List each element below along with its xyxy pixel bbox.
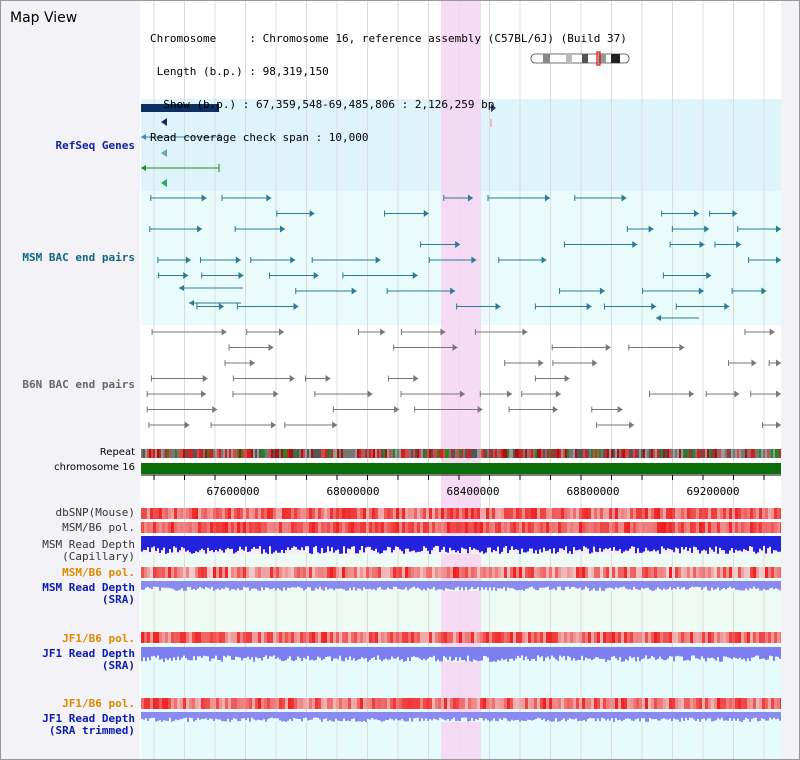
info-line: Show (b.p.) : 67,359,548-69,485,806 : 2,… bbox=[150, 98, 495, 111]
axis-tick-label: 68000000 bbox=[327, 485, 380, 498]
axis-tick-label: 68400000 bbox=[447, 485, 500, 498]
jf1-read-depth-sra bbox=[141, 647, 781, 662]
dbsnp-track bbox=[141, 508, 781, 519]
msm-read-depth-sra bbox=[141, 581, 781, 591]
track-label-msm-bac[interactable]: MSM BAC end pairs bbox=[22, 251, 135, 264]
msm-bac-features[interactable] bbox=[149, 194, 781, 322]
chromosome-bar[interactable] bbox=[141, 463, 781, 474]
info-line: Length (b.p.) : 98,319,150 bbox=[150, 65, 329, 78]
chromosome-ideogram-icon[interactable] bbox=[530, 51, 630, 66]
track-label-jf1-b6-pol[interactable]: JF1/B6 pol. bbox=[62, 632, 135, 645]
jf1-read-depth-sra-trimmed bbox=[141, 712, 781, 722]
info-line: Chromosome : Chromosome 16, reference as… bbox=[150, 32, 627, 45]
track-label-msm-depth-sra[interactable]: MSM Read Depth (SRA) bbox=[42, 581, 135, 606]
track-label-repeat: Repeat bbox=[99, 447, 135, 458]
track-label-dbsnp[interactable]: dbSNP(Mouse) bbox=[55, 506, 135, 519]
track-label-b6n-bac[interactable]: B6N BAC end pairs bbox=[22, 378, 135, 391]
track-label-jf1-depth-sra[interactable]: JF1 Read Depth (SRA) bbox=[42, 647, 135, 672]
track-label-column bbox=[1, 1, 140, 759]
msm-read-depth-capillary bbox=[141, 536, 781, 554]
track-label-jf1-depth-trim[interactable]: JF1 Read Depth (SRA trimmed) bbox=[42, 712, 135, 737]
msm-b6-pol-track-2 bbox=[141, 567, 781, 578]
axis-tick-label: 69200000 bbox=[687, 485, 740, 498]
jf1-b6-pol-track bbox=[141, 632, 781, 643]
track-label-jf1-b6-pol-2[interactable]: JF1/B6 pol. bbox=[62, 697, 135, 710]
track-label-chromosome: chromosome 16 bbox=[54, 462, 135, 473]
axis-tick-label: 68800000 bbox=[567, 485, 620, 498]
genome-map-canvas[interactable]: 67600000 68000000 68400000 68800000 69200000 bbox=[141, 1, 781, 759]
jf1-b6-pol-track-2 bbox=[141, 698, 781, 709]
chromosome-info: Chromosome : Chromosome 16, reference as… bbox=[150, 11, 627, 165]
right-margin bbox=[781, 1, 799, 759]
track-label-refseq[interactable]: RefSeq Genes bbox=[55, 139, 135, 152]
axis-tick-label: 67600000 bbox=[207, 485, 260, 498]
msm-b6-pol-track bbox=[141, 522, 781, 533]
info-line: Read coverage check span : 10,000 bbox=[150, 131, 369, 144]
track-label-msm-b6-pol[interactable]: MSM/B6 pol. bbox=[62, 521, 135, 534]
page-title: Map View bbox=[10, 10, 78, 26]
b6n-bac-features[interactable] bbox=[146, 328, 781, 429]
position-axis: 67600000 68000000 68400000 68800000 69200000 bbox=[141, 474, 781, 498]
repeat-track bbox=[141, 449, 781, 458]
refseq-genes[interactable] bbox=[141, 104, 496, 187]
track-label-msm-depth-cap[interactable]: MSM Read Depth (Capillary) bbox=[42, 538, 135, 563]
track-label-msm-b6-pol-2[interactable]: MSM/B6 pol. bbox=[62, 566, 135, 579]
